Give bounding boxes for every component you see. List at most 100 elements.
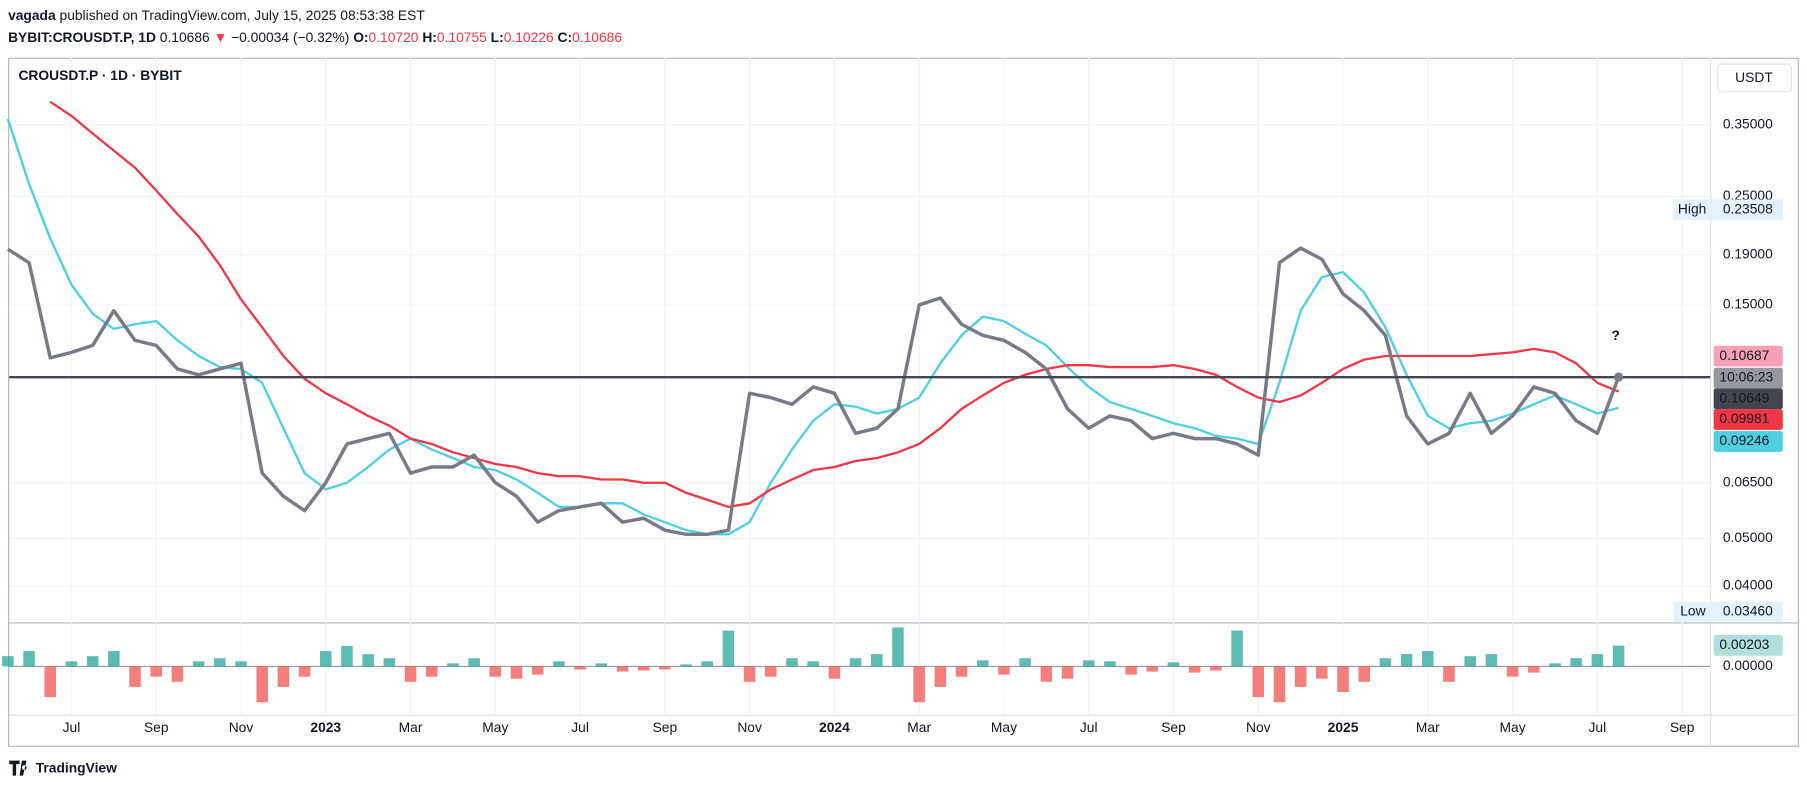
x-tick-label: Sep [1161,719,1186,735]
h: 0.10755 [437,29,487,45]
histogram-bar [871,654,883,667]
x-tick-label: Sep [653,719,678,735]
x-tick-label: Nov [1246,719,1271,735]
x-tick-label: 2023 [310,719,341,735]
high-value: 0.23508 [1723,200,1773,216]
c: 0.10686 [572,29,622,45]
price-tag-label: 0.10649 [1719,389,1769,405]
o-label: O: [353,29,368,45]
histogram-bar [531,666,544,675]
x-tick-label: Mar [1416,719,1440,735]
histogram-bar [362,654,374,667]
x-tick-label: Jul [1080,719,1098,735]
histogram-bar [828,666,841,679]
y-tick-label: 0.15000 [1723,296,1773,312]
price-tag [1713,367,1783,389]
y-tick-label: 0.35000 [1723,115,1773,131]
histogram-bar [849,658,862,667]
header-line: vagada published on TradingView.com, Jul… [8,7,425,23]
histogram-bar [425,666,438,677]
o: 0.10720 [369,29,419,45]
histogram-bar [383,658,396,667]
histogram-bar [976,660,989,667]
grid [9,57,1711,715]
histogram-bar [1379,658,1392,667]
histogram-bar [659,666,671,670]
histogram-bar [637,666,650,671]
histogram-bar [510,666,523,679]
histogram-bar [235,661,247,667]
h-label: H: [422,29,437,45]
change: −0.00034 (−0.32%) [231,29,349,45]
histogram-bar [1612,645,1625,667]
histogram-bar [765,666,777,677]
histogram-bar [1104,661,1116,667]
histogram-bar [807,661,819,667]
series-line [6,118,1619,536]
histogram-bar [44,666,57,698]
frame [8,57,1799,747]
y-tick-label: 0.06500 [1723,473,1773,489]
symbol: BYBIT:CROUSDT.P, 1D [8,29,156,45]
histogram-bar [171,666,184,682]
currency: USDT [1735,69,1773,85]
published: published on TradingView.com, July 15, 2… [60,7,426,23]
histogram-bar [1570,658,1582,667]
price-tag-label: 0.09981 [1719,410,1769,426]
histogram-bar [680,664,692,667]
histogram-bar [23,651,35,667]
x-tick-label: 2025 [1328,719,1359,735]
histogram-bar [1040,666,1053,682]
x-tick-label: Mar [399,719,423,735]
histogram-bar [574,666,586,670]
histogram-bar [722,630,735,667]
histogram-bar [1443,666,1455,682]
histogram-bar [1019,658,1031,667]
histogram-bar [1167,662,1180,667]
histogram-bar [192,661,205,667]
histogram-bar [1400,654,1413,667]
x-tick-label: Sep [1670,719,1695,735]
brand: TradingView [36,759,117,775]
histogram-bar [934,666,947,687]
histogram-bar [1591,654,1604,667]
x-tick-label: Nov [737,719,762,735]
axis: Jul Sep Nov 2023 Mar May Jul Sep Nov 2024 Mar May Ju… [63,115,1783,735]
histogram-bar [998,666,1010,675]
x-tick-label: May [991,719,1017,735]
high-label: High [1678,200,1706,216]
x-tick-label: May [1500,719,1526,735]
histogram-bar [341,645,353,667]
author: vagada [8,7,56,23]
price-tag [1713,409,1783,430]
x-tick-label: Jul [63,719,81,735]
last: 0.10686 [160,29,210,45]
y-tick-label: 0.25000 [1723,187,1773,203]
l: 0.10226 [504,29,554,45]
histogram-bar [1422,651,1434,667]
x-tick-label: 2024 [819,719,850,735]
low-value: 0.03460 [1723,603,1773,619]
x-tick-label: Mar [907,719,931,735]
l-label: L: [491,29,504,45]
histogram-bar [489,666,502,677]
histogram-bar [1316,666,1328,679]
price-tag [1713,431,1783,452]
histogram-bar [1146,666,1159,672]
histogram-bar [1125,666,1137,675]
x-tick-label: Jul [571,719,589,735]
histogram-bar [298,666,311,677]
x-tick-label: Sep [144,719,169,735]
x-tick-label: May [482,719,508,735]
histogram-bar [1506,666,1519,677]
histogram-bar [553,661,565,667]
histogram-bar [256,666,268,703]
price-tag [1713,388,1783,410]
histogram-bar [150,666,162,677]
y-tick-label: 0.04000 [1723,577,1773,593]
last-point [1613,372,1624,382]
histogram-bar [1294,666,1307,687]
histogram-bar [404,666,417,682]
